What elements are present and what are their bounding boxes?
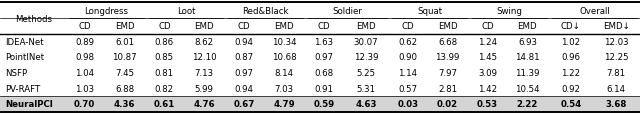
Text: 0.70: 0.70 bbox=[74, 99, 95, 108]
Text: 2.22: 2.22 bbox=[516, 99, 538, 108]
Text: 4.63: 4.63 bbox=[355, 99, 376, 108]
Text: CD: CD bbox=[317, 22, 330, 31]
Text: PointINet: PointINet bbox=[5, 53, 44, 62]
Text: 7.45: 7.45 bbox=[115, 68, 134, 77]
Text: NeuralPCI: NeuralPCI bbox=[5, 99, 53, 108]
Text: 0.54: 0.54 bbox=[560, 99, 581, 108]
Text: 6.14: 6.14 bbox=[607, 84, 626, 93]
Text: 30.07: 30.07 bbox=[353, 38, 378, 47]
Text: 0.97: 0.97 bbox=[314, 53, 333, 62]
Text: 0.90: 0.90 bbox=[398, 53, 417, 62]
Text: EMD: EMD bbox=[195, 22, 214, 31]
Text: 12.03: 12.03 bbox=[604, 38, 628, 47]
Text: 1.45: 1.45 bbox=[478, 53, 497, 62]
Text: CD: CD bbox=[238, 22, 250, 31]
Text: 7.03: 7.03 bbox=[275, 84, 294, 93]
Text: IDEA-Net: IDEA-Net bbox=[5, 38, 44, 47]
Text: 2.81: 2.81 bbox=[438, 84, 457, 93]
Text: 4.76: 4.76 bbox=[193, 99, 215, 108]
Text: 10.34: 10.34 bbox=[271, 38, 296, 47]
Text: 0.57: 0.57 bbox=[398, 84, 417, 93]
Text: 14.81: 14.81 bbox=[515, 53, 540, 62]
Text: 0.81: 0.81 bbox=[155, 68, 174, 77]
Text: EMD↓: EMD↓ bbox=[603, 22, 630, 31]
Text: 0.91: 0.91 bbox=[314, 84, 333, 93]
Text: PV-RAFT: PV-RAFT bbox=[5, 84, 40, 93]
Text: Squat: Squat bbox=[417, 7, 442, 16]
Text: 0.68: 0.68 bbox=[314, 68, 333, 77]
Text: 13.99: 13.99 bbox=[435, 53, 460, 62]
Text: CD: CD bbox=[401, 22, 414, 31]
Text: CD: CD bbox=[158, 22, 171, 31]
Text: 4.79: 4.79 bbox=[273, 99, 295, 108]
Text: 7.97: 7.97 bbox=[438, 68, 457, 77]
Text: Longdress: Longdress bbox=[84, 7, 128, 16]
Text: 1.03: 1.03 bbox=[75, 84, 94, 93]
Text: 12.10: 12.10 bbox=[192, 53, 216, 62]
Text: 6.88: 6.88 bbox=[115, 84, 134, 93]
Text: CD: CD bbox=[481, 22, 494, 31]
Text: 5.25: 5.25 bbox=[356, 68, 376, 77]
Text: CD↓: CD↓ bbox=[561, 22, 580, 31]
Text: 1.22: 1.22 bbox=[561, 68, 580, 77]
Text: 0.53: 0.53 bbox=[477, 99, 498, 108]
Text: 0.94: 0.94 bbox=[235, 38, 253, 47]
Text: 12.39: 12.39 bbox=[353, 53, 378, 62]
Text: 10.54: 10.54 bbox=[515, 84, 540, 93]
Text: 5.99: 5.99 bbox=[195, 84, 214, 93]
Text: 12.25: 12.25 bbox=[604, 53, 628, 62]
Text: 1.04: 1.04 bbox=[75, 68, 94, 77]
Text: 1.63: 1.63 bbox=[314, 38, 333, 47]
Text: Soldier: Soldier bbox=[333, 7, 363, 16]
Text: 8.62: 8.62 bbox=[195, 38, 214, 47]
Text: 10.68: 10.68 bbox=[271, 53, 296, 62]
Text: Overall: Overall bbox=[579, 7, 610, 16]
Text: 0.86: 0.86 bbox=[155, 38, 174, 47]
Text: 0.82: 0.82 bbox=[155, 84, 174, 93]
Text: 6.93: 6.93 bbox=[518, 38, 537, 47]
Text: 11.39: 11.39 bbox=[515, 68, 540, 77]
Text: 0.97: 0.97 bbox=[235, 68, 253, 77]
Text: 5.31: 5.31 bbox=[356, 84, 376, 93]
Text: EMD: EMD bbox=[274, 22, 294, 31]
Text: Swing: Swing bbox=[496, 7, 522, 16]
Text: 0.89: 0.89 bbox=[75, 38, 94, 47]
Text: 1.14: 1.14 bbox=[398, 68, 417, 77]
Text: 7.13: 7.13 bbox=[195, 68, 214, 77]
Text: 0.62: 0.62 bbox=[398, 38, 417, 47]
Text: 0.87: 0.87 bbox=[234, 53, 253, 62]
Text: 0.61: 0.61 bbox=[154, 99, 175, 108]
Text: 10.87: 10.87 bbox=[112, 53, 137, 62]
Text: 0.59: 0.59 bbox=[314, 99, 335, 108]
Text: 7.81: 7.81 bbox=[607, 68, 626, 77]
Text: 4.36: 4.36 bbox=[114, 99, 135, 108]
Text: Methods: Methods bbox=[15, 14, 52, 23]
Text: 0.67: 0.67 bbox=[234, 99, 255, 108]
Text: 0.92: 0.92 bbox=[561, 84, 580, 93]
Text: NSFP: NSFP bbox=[5, 68, 28, 77]
Bar bbox=[0, 96, 640, 112]
Text: 0.03: 0.03 bbox=[397, 99, 419, 108]
Text: 6.68: 6.68 bbox=[438, 38, 457, 47]
Text: Red&Black: Red&Black bbox=[243, 7, 289, 16]
Text: 0.96: 0.96 bbox=[561, 53, 580, 62]
Text: 6.01: 6.01 bbox=[115, 38, 134, 47]
Text: 1.42: 1.42 bbox=[478, 84, 497, 93]
Text: 8.14: 8.14 bbox=[275, 68, 294, 77]
Text: 3.68: 3.68 bbox=[605, 99, 627, 108]
Text: 0.94: 0.94 bbox=[235, 84, 253, 93]
Text: 3.09: 3.09 bbox=[478, 68, 497, 77]
Text: EMD: EMD bbox=[356, 22, 376, 31]
Text: EMD: EMD bbox=[115, 22, 134, 31]
Text: 0.98: 0.98 bbox=[75, 53, 94, 62]
Text: 0.02: 0.02 bbox=[437, 99, 458, 108]
Text: EMD: EMD bbox=[518, 22, 537, 31]
Text: CD: CD bbox=[78, 22, 91, 31]
Text: 0.85: 0.85 bbox=[155, 53, 174, 62]
Text: EMD: EMD bbox=[438, 22, 458, 31]
Text: 1.02: 1.02 bbox=[561, 38, 580, 47]
Text: 1.24: 1.24 bbox=[478, 38, 497, 47]
Text: Loot: Loot bbox=[177, 7, 195, 16]
